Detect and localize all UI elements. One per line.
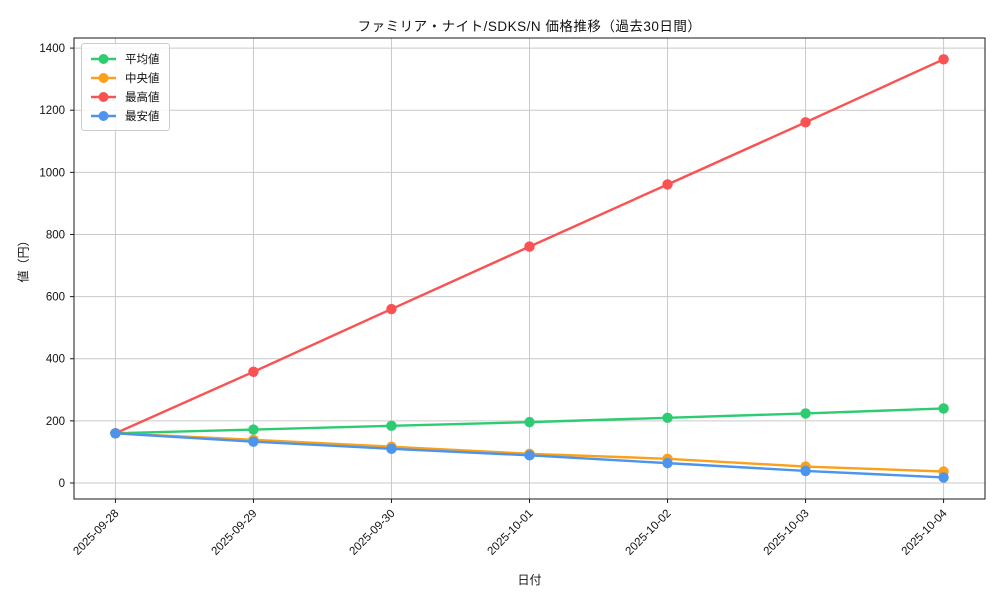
data-point-max: [524, 241, 535, 252]
data-point-min: [110, 428, 121, 439]
x-tick-label: 2025-09-28: [71, 508, 121, 558]
data-point-max: [800, 117, 811, 128]
legend: 平均値中央値最高値最安値: [81, 43, 170, 131]
data-point-mean: [662, 412, 673, 423]
legend-marker-mean: [91, 53, 116, 64]
legend-item-median: 中央値: [90, 68, 160, 87]
y-tick-label: 200: [46, 416, 65, 428]
x-tick-label: 2025-09-30: [348, 508, 398, 558]
y-tick-label: 600: [46, 292, 65, 304]
data-point-mean: [386, 420, 397, 432]
data-point-mean: [800, 408, 811, 419]
y-tick-label: 1200: [39, 105, 65, 117]
legend-marker-max: [91, 91, 116, 102]
y-tick-label: 1000: [39, 167, 65, 179]
data-point-max: [386, 303, 397, 315]
y-tick-label: 1400: [39, 43, 65, 55]
legend-item-min: 最安値: [90, 106, 160, 125]
legend-marker-min: [91, 110, 116, 121]
y-tick-label: 400: [46, 354, 65, 366]
data-point-mean: [248, 424, 259, 435]
data-point-min: [800, 465, 811, 477]
y-axis-label: 値（円）: [16, 234, 31, 283]
x-tick-label: 2025-09-29: [209, 508, 259, 558]
legend-item-max: 最高値: [90, 87, 160, 106]
chart-title: ファミリア・ナイト/SDKS/N 価格推移（過去30日間）: [357, 19, 702, 34]
x-tick-label: 2025-10-03: [762, 508, 812, 558]
data-point-mean: [938, 403, 949, 414]
legend-item-mean: 平均値: [90, 49, 160, 68]
legend-label-mean: 平均値: [125, 53, 160, 66]
y-tick-label: 0: [59, 478, 65, 490]
x-tick-label: 2025-10-01: [486, 508, 536, 558]
legend-label-min: 最安値: [125, 110, 160, 123]
data-point-max: [662, 179, 673, 190]
legend-label-median: 中央値: [125, 72, 160, 85]
x-tick-label: 2025-10-04: [900, 507, 951, 558]
data-point-min: [662, 457, 673, 469]
data-point-min: [938, 472, 949, 483]
x-axis-label: 日付: [517, 573, 542, 587]
legend-label-max: 最高値: [125, 91, 160, 104]
data-point-max: [248, 366, 259, 377]
y-tick-label: 800: [46, 229, 65, 241]
data-point-min: [386, 443, 397, 455]
x-tick-label: 2025-10-02: [624, 508, 674, 558]
data-point-max: [938, 54, 949, 65]
data-point-min: [248, 436, 259, 447]
data-point-min: [524, 450, 535, 461]
data-point-mean: [524, 416, 535, 428]
legend-marker-median: [91, 72, 116, 83]
